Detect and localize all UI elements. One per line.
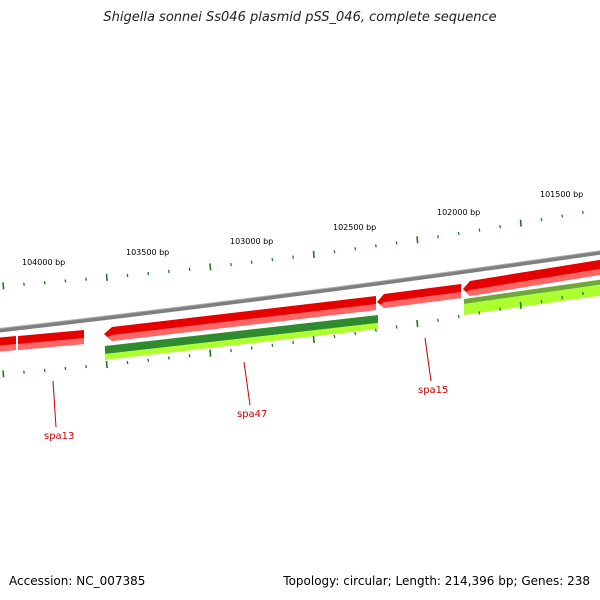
inner-ruler-tick — [354, 331, 357, 336]
forward-strand-genes — [0, 259, 600, 352]
gene-label-spa47[interactable]: spa47 — [237, 409, 267, 420]
outer-ruler-tick — [126, 273, 129, 278]
outer-ruler-tick — [395, 241, 398, 245]
inner-ruler-tick — [147, 358, 150, 362]
outer-ruler-tick — [354, 247, 357, 251]
outer-ruler-labels: 104000 bp 103500 bp 103000 bp 102500 bp … — [22, 190, 583, 267]
inner-ruler-tick — [2, 370, 5, 378]
inner-ruler-tick — [561, 295, 564, 300]
outer-ruler-tick — [312, 250, 315, 258]
inner-ruler-tick — [105, 361, 108, 369]
outer-ruler-tick — [581, 210, 584, 214]
ruler-label-104000: 104000 bp — [22, 258, 65, 267]
inner-ruler-tick — [167, 356, 170, 360]
outer-ruler-tick — [561, 214, 564, 218]
inner-ruler-tick — [126, 360, 129, 365]
leader-line-spa15 — [424, 337, 432, 382]
map-title: Shigella sonnei Ss046 plasmid pSS_046, c… — [103, 10, 497, 25]
inner-ruler-tick — [395, 325, 398, 329]
gene-bar-right-light[interactable] — [464, 284, 600, 315]
outer-ruler-tick — [457, 231, 460, 236]
inner-ruler-tick — [437, 318, 439, 322]
inner-ruler-tick — [209, 349, 212, 357]
inner-ruler-tick — [250, 346, 253, 350]
sequence-summary-text: Topology: circular; Length: 214,396 bp; … — [283, 574, 590, 588]
accession-text: Accession: NC_007385 — [9, 574, 146, 588]
outer-ruler-tick — [437, 235, 439, 239]
outer-ruler-tick — [105, 273, 108, 281]
gene-label-spa15[interactable]: spa15 — [418, 385, 448, 396]
inner-ruler-tick — [271, 343, 274, 347]
outer-ruler-tick — [85, 277, 88, 281]
gene-label-leaders — [52, 337, 432, 428]
inner-ruler-tick — [64, 366, 67, 371]
inner-ruler-tick — [519, 301, 522, 310]
inner-ruler-tick — [374, 328, 377, 332]
outer-ruler-ticks — [2, 210, 584, 290]
outer-ruler-tick — [374, 244, 377, 248]
inner-ruler-tick — [499, 307, 502, 311]
leader-line-spa47 — [243, 361, 251, 406]
outer-ruler-tick — [333, 250, 336, 254]
outer-ruler-tick — [292, 255, 295, 259]
inner-ruler-tick — [457, 314, 460, 319]
inner-ruler-tick — [312, 335, 315, 344]
inner-ruler-tick — [85, 364, 88, 369]
outer-ruler-tick — [209, 263, 212, 271]
inner-ruler-tick — [416, 320, 419, 328]
gene-bar-spa47-dark[interactable] — [105, 315, 378, 354]
outer-ruler-tick — [540, 217, 543, 222]
outer-ruler-tick — [478, 228, 481, 232]
inner-ruler-ticks — [2, 291, 584, 378]
ruler-label-101500: 101500 bp — [540, 190, 583, 199]
outer-ruler-tick — [230, 262, 232, 267]
leader-line-spa13 — [52, 380, 57, 428]
outer-ruler-tick — [499, 225, 502, 229]
inner-ruler-tick — [292, 340, 295, 345]
outer-ruler-tick — [23, 282, 25, 286]
outer-ruler-tick — [147, 271, 150, 276]
gene-bar-right-dark[interactable] — [464, 279, 600, 304]
outer-ruler-tick — [416, 236, 419, 244]
inner-ruler-tick — [230, 348, 232, 353]
gene-label-spa13[interactable]: spa13 — [44, 431, 74, 442]
ruler-label-102500: 102500 bp — [333, 223, 376, 232]
outer-ruler-tick — [250, 260, 253, 264]
outer-ruler-tick — [519, 219, 522, 227]
outer-ruler-tick — [167, 269, 170, 274]
ruler-label-103500: 103500 bp — [126, 248, 169, 257]
backbone-arc — [0, 250, 600, 333]
inner-ruler-tick — [478, 311, 481, 315]
outer-ruler-tick — [64, 279, 67, 283]
outer-ruler-tick — [2, 282, 5, 290]
outer-ruler-tick — [43, 281, 46, 285]
inner-ruler-tick — [540, 299, 543, 304]
ruler-label-103000: 103000 bp — [230, 237, 273, 246]
outer-ruler-tick — [188, 267, 191, 271]
gene-bar-spa47-light[interactable] — [105, 323, 378, 360]
inner-ruler-tick — [43, 368, 46, 373]
inner-ruler-tick — [333, 334, 336, 339]
inner-ruler-tick — [581, 291, 584, 296]
ruler-label-102000: 102000 bp — [437, 208, 480, 217]
reverse-strand-genes — [105, 279, 600, 360]
inner-ruler-tick — [23, 370, 25, 374]
inner-ruler-tick — [188, 354, 191, 358]
gene-labels: spa13 spa47 spa15 — [44, 385, 448, 442]
outer-ruler-tick — [271, 258, 274, 262]
